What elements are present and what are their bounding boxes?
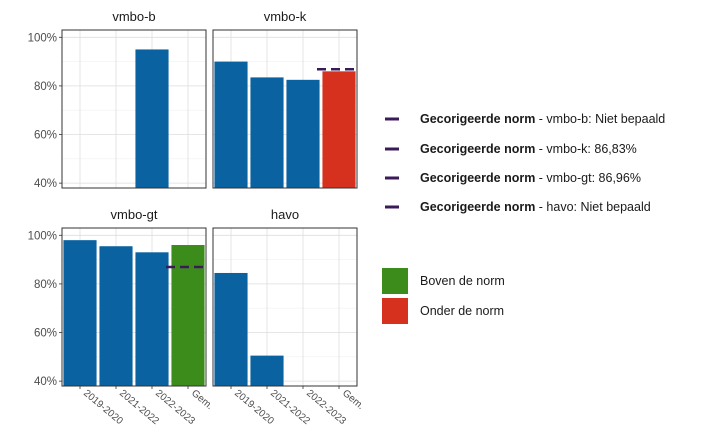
panel-border bbox=[61, 29, 207, 189]
y-tick-label: 40% bbox=[34, 178, 57, 190]
legend-norm-label: Gecorigeerde norm - vmbo-b: Niet bepaald bbox=[420, 112, 665, 126]
bar-2021-2022 bbox=[99, 246, 133, 386]
legend-fill-label: Boven de norm bbox=[420, 274, 505, 288]
bar-2021-2022 bbox=[250, 355, 284, 386]
bar-2022-2023 bbox=[135, 252, 169, 386]
panel-title: vmbo-k bbox=[264, 9, 307, 24]
panel-title: havo bbox=[271, 207, 299, 222]
legend-norm: Gecorigeerde norm - vmbo-b: Niet bepaald… bbox=[385, 112, 665, 214]
legend-fill: Boven de norm Onder de norm bbox=[382, 268, 505, 324]
y-tick-label: 60% bbox=[34, 130, 57, 142]
y-tick-label: 80% bbox=[34, 81, 57, 93]
legend-fill-key bbox=[382, 268, 408, 294]
bar-2019-2020 bbox=[63, 240, 97, 386]
y-tick-label: 100% bbox=[28, 32, 57, 44]
panel-title: vmbo-b bbox=[112, 9, 155, 24]
bar-2021-2022 bbox=[250, 77, 284, 188]
legend-fill-key bbox=[382, 298, 408, 324]
legend-fill-label: Onder de norm bbox=[420, 304, 504, 318]
bar-Gem. bbox=[171, 245, 205, 386]
y-tick-label: 40% bbox=[34, 376, 57, 388]
legend-norm-label: Gecorigeerde norm - vmbo-k: 86,83% bbox=[420, 142, 637, 156]
bar-Gem. bbox=[322, 71, 356, 188]
bar-2019-2020 bbox=[214, 61, 248, 188]
x-tick-label: Gem. bbox=[189, 388, 215, 412]
panel-vmbo-gt: vmbo-gt40%60%80%100%2019-20202021-202220… bbox=[28, 207, 215, 427]
bar-2022-2023 bbox=[135, 49, 169, 189]
panel-vmbo-k: vmbo-k bbox=[212, 9, 358, 189]
x-tick-label: Gem. bbox=[340, 388, 366, 412]
panel-background bbox=[62, 30, 206, 188]
legend-norm-label: Gecorigeerde norm - havo: Niet bepaald bbox=[420, 200, 651, 214]
panel-title: vmbo-gt bbox=[111, 207, 158, 222]
y-tick-label: 100% bbox=[28, 230, 57, 242]
y-tick-label: 60% bbox=[34, 328, 57, 340]
panel-border bbox=[212, 227, 358, 387]
bar-2019-2020 bbox=[214, 272, 248, 386]
panel-vmbo-b: vmbo-b 40% 60% 80% 100% bbox=[28, 9, 207, 190]
y-tick-label: 80% bbox=[34, 279, 57, 291]
bar-2022-2023 bbox=[286, 79, 320, 188]
legend-norm-label: Gecorigeerde norm - vmbo-gt: 86,96% bbox=[420, 171, 641, 185]
panel-border bbox=[212, 29, 358, 189]
panel-border bbox=[61, 227, 207, 387]
